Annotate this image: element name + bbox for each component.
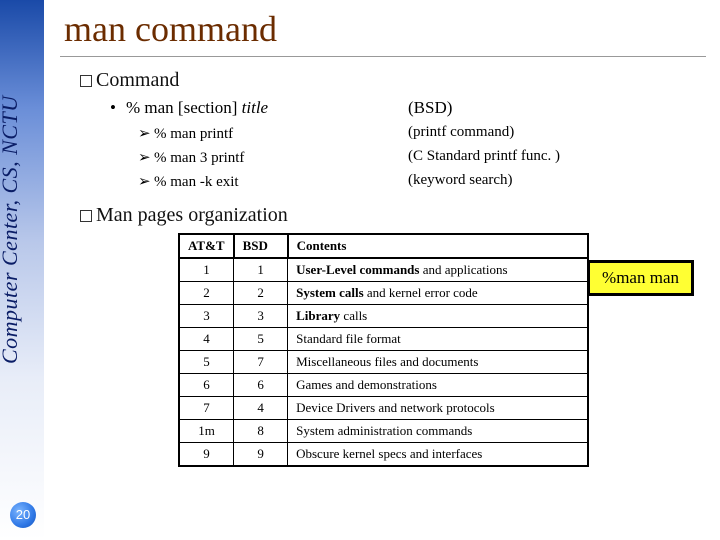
example-row: ➢% man printf (printf command) xyxy=(108,124,712,148)
col-contents: Contents xyxy=(288,234,588,258)
badge-man-man: %man man xyxy=(587,260,694,296)
triangle-bullet-icon: ➢ xyxy=(138,148,150,167)
example-cmd: % man 3 printf xyxy=(154,150,244,166)
cell-contents: System administration commands xyxy=(288,420,588,443)
cell-bsd: 6 xyxy=(234,374,288,397)
sidebar-label: Computer Center, CS, NCTU xyxy=(0,4,23,364)
example-desc: (printf command) xyxy=(408,124,514,140)
sidebar: Computer Center, CS, NCTU 20 xyxy=(0,0,44,540)
section-command-heading: Command xyxy=(80,69,712,92)
cell-contents: Obscure kernel specs and interfaces xyxy=(288,443,588,467)
cell-att: 1 xyxy=(179,258,234,282)
cell-att: 6 xyxy=(179,374,234,397)
triangle-bullet-icon: ➢ xyxy=(138,124,150,143)
section-manpages-label: Man pages organization xyxy=(96,204,288,226)
table-row: 66Games and demonstrations xyxy=(179,374,588,397)
cell-att: 1m xyxy=(179,420,234,443)
cell-contents: Library calls xyxy=(288,305,588,328)
cell-bsd: 3 xyxy=(234,305,288,328)
cell-contents: Device Drivers and network protocols xyxy=(288,397,588,420)
col-att: AT&T xyxy=(179,234,234,258)
triangle-bullet-icon: ➢ xyxy=(138,172,150,191)
usage-line: • % man [section] title (BSD) xyxy=(108,98,712,124)
cell-bsd: 2 xyxy=(234,282,288,305)
cell-contents: System calls and kernel error code xyxy=(288,282,588,305)
example-desc: (keyword search) xyxy=(408,172,513,188)
table-header-row: AT&T BSD Contents xyxy=(179,234,588,258)
section-command-label: Command xyxy=(96,69,179,91)
cell-contents: Games and demonstrations xyxy=(288,374,588,397)
cell-bsd: 1 xyxy=(234,258,288,282)
examples-list: ➢% man printf(printf command)➢% man 3 pr… xyxy=(60,124,712,196)
section-manpages-heading: Man pages organization xyxy=(80,204,712,227)
cell-bsd: 4 xyxy=(234,397,288,420)
cell-att: 5 xyxy=(179,351,234,374)
example-row: ➢% man 3 printf (C Standard printf func. … xyxy=(108,148,712,172)
cell-contents: Standard file format xyxy=(288,328,588,351)
table-row: 1m8System administration commands xyxy=(179,420,588,443)
title-rule xyxy=(60,56,706,57)
man-sections-table: AT&T BSD Contents 11User-Level commands … xyxy=(178,233,589,467)
usage-right: (BSD) xyxy=(408,98,452,117)
cell-bsd: 7 xyxy=(234,351,288,374)
cell-bsd: 5 xyxy=(234,328,288,351)
table-row: 22System calls and kernel error code xyxy=(179,282,588,305)
cell-att: 4 xyxy=(179,328,234,351)
usage-title: title xyxy=(242,98,268,117)
example-desc: (C Standard printf func. ) xyxy=(408,148,560,164)
dot-bullet-icon: • xyxy=(108,98,118,118)
cell-bsd: 9 xyxy=(234,443,288,467)
table-row: 11User-Level commands and applications xyxy=(179,258,588,282)
square-bullet-icon xyxy=(80,75,92,87)
col-bsd: BSD xyxy=(234,234,288,258)
example-cmd: % man -k exit xyxy=(154,174,239,190)
page-title: man command xyxy=(64,8,712,50)
cell-contents: Miscellaneous files and documents xyxy=(288,351,588,374)
cell-att: 7 xyxy=(179,397,234,420)
cell-contents: User-Level commands and applications xyxy=(288,258,588,282)
cell-att: 9 xyxy=(179,443,234,467)
content-area: man command Command • % man [section] tit… xyxy=(60,0,712,540)
example-row: ➢% man -k exit (keyword search) xyxy=(108,172,712,196)
table-row: 99Obscure kernel specs and interfaces xyxy=(179,443,588,467)
page-number: 20 xyxy=(10,502,36,528)
example-cmd: % man printf xyxy=(154,126,233,142)
cell-bsd: 8 xyxy=(234,420,288,443)
table-row: 74Device Drivers and network protocols xyxy=(179,397,588,420)
cell-att: 2 xyxy=(179,282,234,305)
square-bullet-icon xyxy=(80,210,92,222)
table-row: 45Standard file format xyxy=(179,328,588,351)
table-row: 33Library calls xyxy=(179,305,588,328)
usage-left: % man [section] xyxy=(126,98,242,117)
table-row: 57Miscellaneous files and documents xyxy=(179,351,588,374)
cell-att: 3 xyxy=(179,305,234,328)
